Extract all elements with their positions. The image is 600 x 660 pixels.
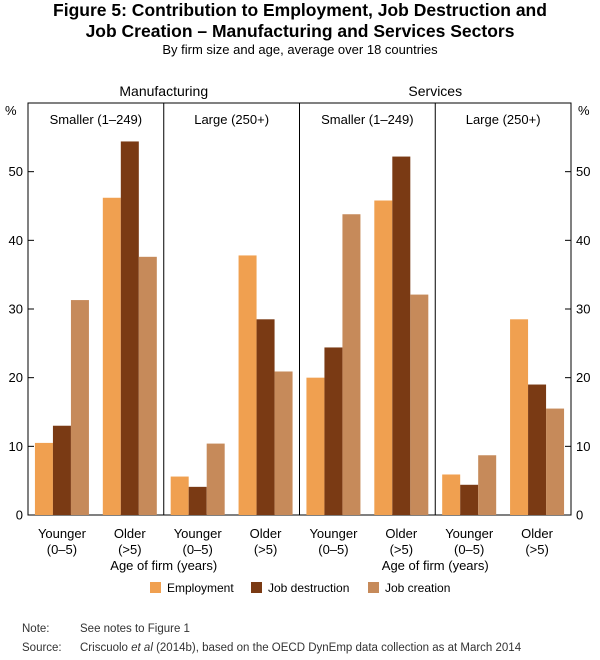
size-group-label: Large (250+)	[466, 112, 541, 127]
bar-employment	[510, 319, 529, 515]
source-label: Source:	[22, 642, 62, 654]
chart-title-line-2: Job Creation – Manufacturing and Service…	[85, 21, 515, 41]
bar-job-destruction	[392, 156, 411, 515]
bar-job-creation	[342, 214, 361, 516]
bar-job-creation	[206, 443, 225, 515]
bar-job-destruction	[188, 486, 207, 515]
sector-label: Services	[408, 83, 462, 99]
bar-employment	[102, 197, 121, 515]
source-text-post: (2014b), based on the OECD DynEmp data c…	[152, 642, 522, 654]
x-axis-title: Age of firm (years)	[110, 558, 217, 573]
source-text-pre: Criscuolo	[80, 642, 132, 654]
x-category-label: Younger	[38, 526, 87, 541]
y-tick-label-left: 50	[9, 164, 23, 179]
bar-job-creation	[70, 300, 89, 515]
bar-job-creation	[138, 256, 157, 515]
x-category-sublabel: (>5)	[118, 542, 141, 557]
bar-job-destruction	[528, 384, 547, 515]
x-category-label: Older	[521, 526, 553, 541]
bar-employment	[306, 377, 325, 515]
x-category-label: Younger	[174, 526, 223, 541]
bar-job-destruction	[324, 347, 343, 515]
chart-area: 0 0 10 10 20 20 30 30 40 40 50 50% % Manufacturing Sma…	[5, 83, 590, 595]
bar-job-creation	[274, 371, 293, 515]
y-tick-label-right: 0	[576, 508, 583, 523]
legend-label: Job creation	[385, 581, 450, 595]
note-row: Note: See notes to Figure 1	[22, 623, 190, 635]
note-label: Note:	[22, 623, 50, 635]
legend-label: Job destruction	[268, 581, 349, 595]
y-tick-label-left: 10	[9, 439, 23, 454]
bar-job-destruction	[120, 141, 139, 515]
y-tick-label-right: 10	[576, 439, 590, 454]
x-category-label: Younger	[445, 526, 494, 541]
size-group-label: Smaller (1–249)	[50, 112, 143, 127]
chart-title-line-1: Figure 5: Contribution to Employment, Jo…	[53, 0, 547, 20]
y-tick-label-right: 30	[576, 302, 590, 317]
x-category-sublabel: (>5)	[390, 542, 413, 557]
x-category-label: Younger	[309, 526, 358, 541]
sector-label: Manufacturing	[119, 83, 208, 99]
bar-job-destruction	[52, 425, 71, 515]
legend-swatch	[368, 582, 379, 593]
x-category-sublabel: (0–5)	[47, 542, 77, 557]
source-row: Source: Criscuolo et al (2014b), based on…	[22, 642, 521, 654]
bar-job-destruction	[256, 319, 275, 515]
y-axis-unit-left: %	[5, 103, 17, 118]
bar-employment	[442, 474, 461, 515]
x-axis-title: Age of firm (years)	[382, 558, 489, 573]
bar-job-creation	[546, 408, 565, 515]
y-tick-label-left: 20	[9, 370, 23, 385]
size-group-label: Smaller (1–249)	[321, 112, 414, 127]
x-category-label: Older	[250, 526, 282, 541]
legend-swatch	[251, 582, 262, 593]
y-tick-label-right: 40	[576, 233, 590, 248]
x-category-sublabel: (0–5)	[454, 542, 484, 557]
bar-employment	[238, 255, 257, 515]
source-text-italic: et al	[131, 642, 153, 654]
size-group-label: Large (250+)	[194, 112, 269, 127]
legend-swatch	[150, 582, 161, 593]
bar-employment	[34, 442, 53, 515]
bar-employment	[170, 476, 189, 515]
chart-subtitle: By firm size and age, average over 18 co…	[162, 42, 438, 57]
bar-job-destruction	[460, 484, 479, 515]
note-text: See notes to Figure 1	[80, 623, 190, 635]
y-tick-label-right: 50	[576, 164, 590, 179]
x-category-sublabel: (>5)	[254, 542, 277, 557]
y-tick-label-left: 40	[9, 233, 23, 248]
y-tick-label-left: 30	[9, 302, 23, 317]
bar-job-creation	[478, 455, 497, 515]
x-category-sublabel: (0–5)	[318, 542, 348, 557]
bar-employment	[374, 200, 393, 516]
y-tick-label-left: 0	[16, 508, 23, 523]
x-category-sublabel: (>5)	[525, 542, 548, 557]
legend-label: Employment	[167, 581, 234, 595]
x-category-sublabel: (0–5)	[183, 542, 213, 557]
y-tick-label-right: 20	[576, 370, 590, 385]
x-category-label: Older	[385, 526, 417, 541]
x-category-label: Older	[114, 526, 146, 541]
bar-job-creation	[410, 294, 429, 515]
y-axis-unit-right: %	[578, 103, 590, 118]
